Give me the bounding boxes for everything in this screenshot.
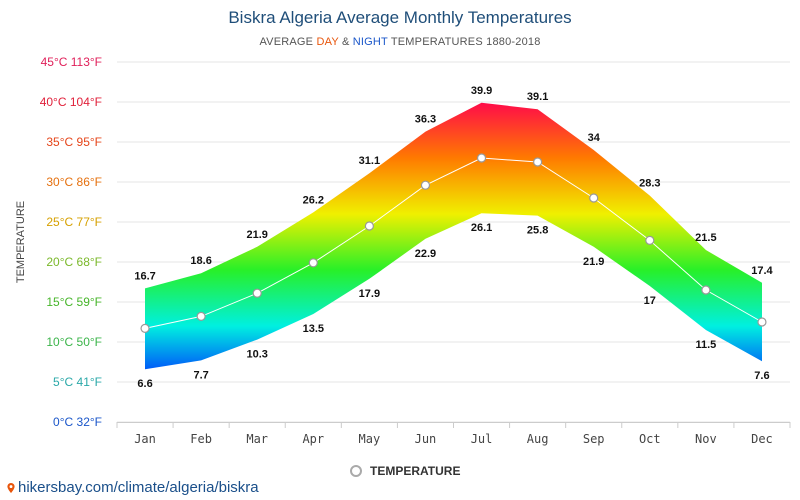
site-credit[interactable]: hikersbay.com/climate/algeria/biskra [6,479,259,496]
night-value-label: 7.6 [754,370,769,382]
average-point [757,317,767,327]
average-point [308,258,318,268]
night-value-label: 13.5 [303,323,324,335]
average-temperature-points [140,153,767,333]
night-value-label: 10.3 [246,349,267,361]
x-tick-label: Jun [415,432,437,446]
y-axis-ticks: 0°C 32°F 5°C 41°F 10°C 50°F 15°C 59°F 20°C 6… [40,55,102,429]
x-tick-label: Oct [639,432,661,446]
average-point [533,157,543,167]
x-tick-label: Sep [583,432,605,446]
y-axis-label: TEMPERATURE [15,201,27,283]
average-point [196,311,206,321]
y-tick-label: 0°C 32°F [53,415,102,429]
y-tick-label: 40°C 104°F [40,95,102,109]
y-tick-label: 5°C 41°F [53,375,102,389]
y-tick-label: 25°C 77°F [46,215,102,229]
subtitle-suffix: TEMPERATURES 1880-2018 [387,36,541,48]
average-point [252,288,262,298]
day-value-label: 28.3 [639,178,660,190]
day-value-label: 17.4 [751,265,773,277]
legend-label: TEMPERATURE [370,464,461,478]
y-tick-label: 20°C 68°F [46,255,102,269]
x-tick-label: Jul [471,432,493,446]
subtitle-amp: & [338,36,353,48]
night-value-label: 26.1 [471,222,492,234]
subtitle-day: DAY [316,36,339,48]
night-value-label: 11.5 [695,339,716,351]
x-tick-label: Apr [302,432,324,446]
map-pin-icon [7,482,15,493]
y-tick-label: 45°C 113°F [41,55,102,69]
day-value-label: 26.2 [303,194,324,206]
x-tick-label: Feb [190,432,212,446]
data-labels: 16.7 18.6 21.9 26.2 31.1 36.3 39.9 39.1 34 28.3 21… [134,85,773,390]
x-tick-label: May [359,432,381,446]
day-value-label: 36.3 [415,114,436,126]
day-night-temperature-band [145,102,762,370]
credit-link[interactable]: hikersbay.com/climate/algeria/biskra [18,479,259,496]
night-value-label: 25.8 [527,225,548,237]
night-value-label: 21.9 [583,256,604,268]
subtitle-night: NIGHT [352,36,388,48]
y-tick-label: 35°C 95°F [46,135,102,149]
x-tick-label: Jan [134,432,156,446]
day-value-label: 39.1 [527,91,548,103]
subtitle-prefix: AVERAGE [259,36,317,48]
average-temperature-line [144,157,763,329]
day-value-label: 21.9 [246,229,267,241]
legend-marker-icon [350,465,362,477]
night-value-label: 6.6 [137,378,152,390]
night-value-label: 17.9 [359,288,380,300]
day-value-label: 31.1 [359,155,380,167]
average-point [476,153,487,163]
day-value-label: 18.6 [190,255,211,267]
legend: TEMPERATURE [350,464,460,478]
x-axis-ticks: Jan Feb Mar Apr May Jun Jul Aug Sep Oct Nov Dec [116,422,791,446]
chart-title: Biskra Algeria Average Monthly Temperatu… [228,8,572,27]
x-tick-label: Nov [695,432,717,446]
day-value-label: 39.9 [471,85,492,97]
x-tick-label: Mar [246,432,268,446]
average-point [364,221,374,231]
night-value-label: 17 [644,295,656,307]
average-point [140,323,150,333]
day-value-label: 16.7 [134,270,155,282]
night-value-label: 22.9 [415,248,436,260]
average-point [420,180,431,190]
average-point [589,193,599,203]
y-tick-label: 10°C 50°F [46,335,102,349]
day-value-label: 21.5 [695,232,716,244]
x-tick-label: Dec [751,432,773,446]
y-tick-label: 30°C 86°F [46,175,102,189]
average-point [645,235,655,245]
average-point [701,285,711,295]
chart-subtitle: AVERAGE DAY & NIGHT TEMPERATURES 1880-20… [0,36,800,48]
x-tick-label: Aug [527,432,549,446]
night-value-label: 7.7 [193,369,208,381]
y-tick-label: 15°C 59°F [46,295,102,309]
day-value-label: 34 [588,132,601,144]
